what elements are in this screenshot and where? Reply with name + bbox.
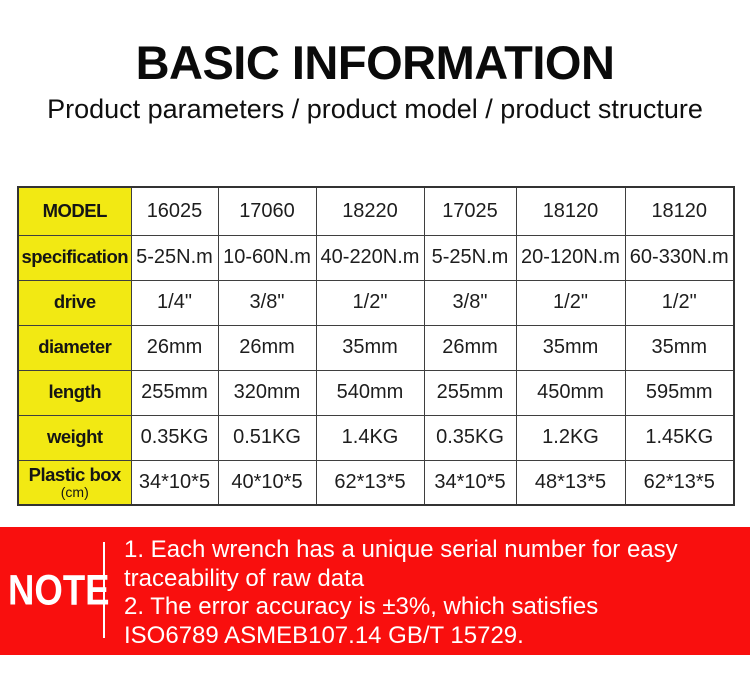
page-subtitle: Product parameters / product model / pro… [47,94,703,124]
cell-value: 595mm [624,369,735,416]
cell-value: 540mm [315,369,425,416]
cell-value: 5-25N.m [130,234,219,281]
table-row: length 255mm 320mm 540mm 255mm 450mm 595mm [17,369,735,416]
cell-value: 1/4" [130,279,219,326]
cell-value: 17060 [217,186,317,236]
table-row: MODEL 16025 17060 18220 17025 18120 18120 [17,186,735,236]
spec-table-body: MODEL 16025 17060 18220 17025 18120 18120 speci… [17,186,735,506]
cell-value: 255mm [423,369,517,416]
row-sublabel: (cm) [60,484,89,501]
row-label: diameter [17,324,132,371]
cell-value: 18120 [624,186,735,236]
cell-value: 3/8" [423,279,517,326]
cell-value: 320mm [217,369,317,416]
note-line: traceability of raw data [124,564,365,592]
cell-value: 48*13*5 [515,459,626,506]
note-divider [103,542,105,638]
cell-value: 18220 [315,186,425,236]
spec-table: MODEL 16025 17060 18220 17025 18120 18120 speci… [17,186,735,506]
cell-value: 1.4KG [315,414,425,461]
cell-value: 3/8" [217,279,317,326]
note-label: NOTE [8,566,110,615]
table-row: specification 5-25N.m 10-60N.m 40-220N.m 5-2… [17,234,735,281]
cell-value: 255mm [130,369,219,416]
row-label: MODEL [17,186,132,236]
cell-value: 35mm [315,324,425,371]
cell-value: 35mm [624,324,735,371]
row-label: specification [17,234,132,281]
cell-value: 5-25N.m [423,234,517,281]
table-row: diameter 26mm 26mm 35mm 26mm 35mm 35mm [17,324,735,371]
cell-value: 20-120N.m [515,234,626,281]
cell-value: 1.2KG [515,414,626,461]
note-line: 2. The error accuracy is ±3%, which sati… [124,593,599,620]
row-label: Plastic box (cm) [17,459,132,506]
cell-value: 34*10*5 [423,459,517,506]
cell-value: 0.51KG [217,414,317,461]
table-row: Plastic box (cm) 34*10*5 40*10*5 62*13*5 34*1… [17,459,735,506]
cell-value: 35mm [515,324,626,371]
cell-value: 34*10*5 [130,459,219,506]
cell-value: 1/2" [515,279,626,326]
table-row: drive 1/4" 3/8" 1/2" 3/8" 1/2" 1/2" [17,279,735,326]
row-label: drive [17,279,132,326]
cell-value: 16025 [130,186,219,236]
note-line: 1. Each wrench has a unique serial numbe… [124,536,678,563]
cell-value: 17025 [423,186,517,236]
row-label: length [17,369,132,416]
row-label: weight [17,414,132,461]
cell-value: 10-60N.m [217,234,317,281]
cell-value: 450mm [515,369,626,416]
cell-value: 26mm [217,324,317,371]
cell-value: 62*13*5 [315,459,425,506]
cell-value: 26mm [423,324,517,371]
cell-value: 40-220N.m [315,234,425,281]
note-text: 1. Each wrench has a unique serial numbe… [124,536,746,650]
note-box: NOTE 1. Each wrench has a unique serial … [0,527,750,655]
page-title: BASIC INFORMATION [135,36,615,89]
cell-value: 18120 [515,186,626,236]
cell-value: 0.35KG [423,414,517,461]
cell-value: 1/2" [624,279,735,326]
cell-value: 1/2" [315,279,425,326]
note-line: ISO6789 ASMEB107.14 GB/T 15729. [124,621,524,649]
cell-value: 0.35KG [130,414,219,461]
cell-value: 60-330N.m [624,234,735,281]
cell-value: 26mm [130,324,219,371]
cell-value: 1.45KG [624,414,735,461]
cell-value: 62*13*5 [624,459,735,506]
cell-value: 40*10*5 [217,459,317,506]
table-row: weight 0.35KG 0.51KG 1.4KG 0.35KG 1.2KG 1.45KG [17,414,735,461]
